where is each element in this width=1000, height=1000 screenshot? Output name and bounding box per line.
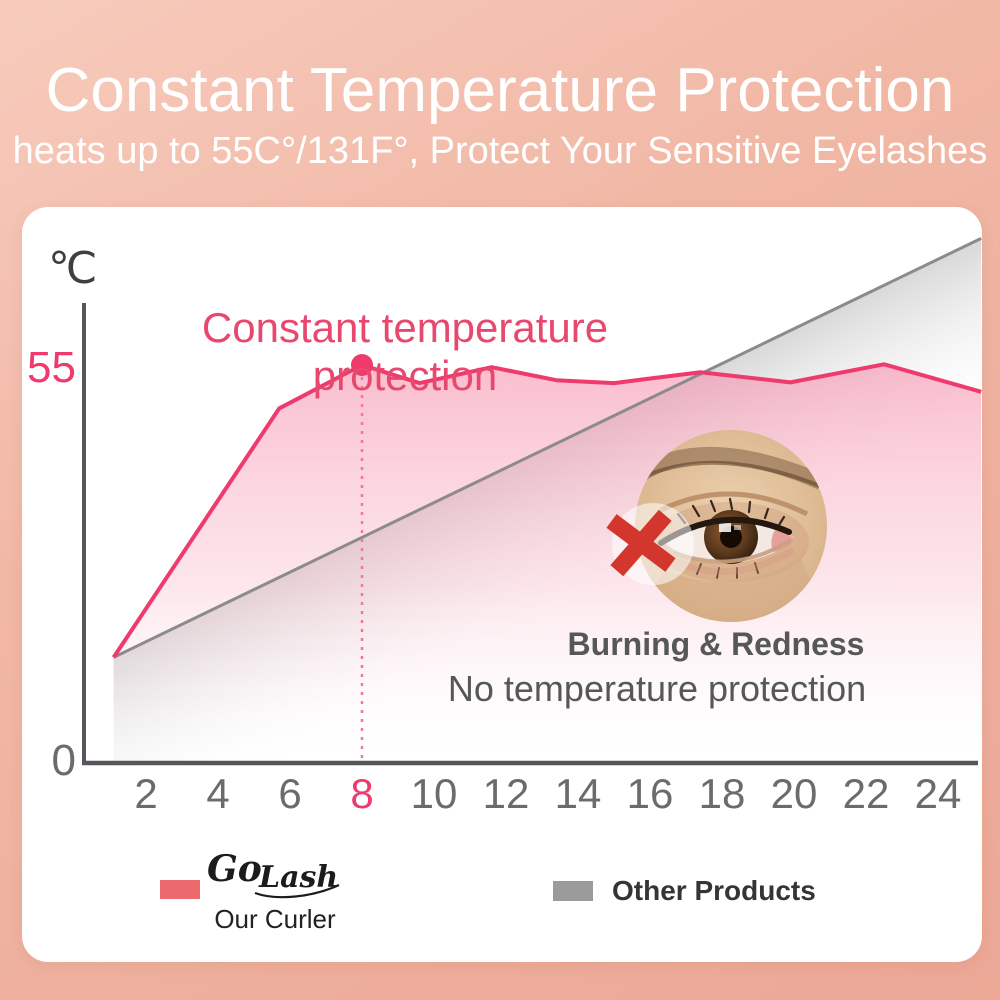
cross-mark-icon bbox=[606, 503, 694, 585]
brand-logo-lash: Lash bbox=[258, 860, 338, 895]
y-axis-label-0: 0 bbox=[51, 736, 76, 785]
caption-no-temperature-protection: No temperature protection bbox=[447, 668, 867, 709]
caption-burning-redness: Burning & Redness bbox=[567, 626, 865, 662]
legend-label-our-curler: Our Curler bbox=[214, 904, 336, 934]
brand-logo: Go Lash bbox=[205, 843, 345, 905]
legend-swatch-our-curler bbox=[160, 880, 200, 899]
legend-swatch-other-products bbox=[553, 881, 593, 901]
legend-label-other-products: Other Products bbox=[612, 875, 816, 906]
x-tick-8: 8 bbox=[350, 770, 374, 817]
page-subtitle: heats up to 55C°/131F°, Protect Your Sen… bbox=[12, 130, 988, 172]
y-axis-label-55: 55 bbox=[27, 343, 76, 392]
x-tick-16: 16 bbox=[626, 770, 674, 817]
y-axis-unit: ℃ bbox=[48, 244, 98, 293]
x-tick-14: 14 bbox=[554, 770, 602, 817]
x-tick-2: 2 bbox=[134, 770, 158, 817]
brand-logo-go: Go bbox=[207, 848, 262, 890]
x-tick-20: 20 bbox=[770, 770, 818, 817]
x-tick-12: 12 bbox=[482, 770, 530, 817]
x-tick-22: 22 bbox=[842, 770, 890, 817]
page-title: Constant Temperature Protection bbox=[45, 56, 955, 125]
x-tick-4: 4 bbox=[206, 770, 230, 817]
x-tick-6: 6 bbox=[278, 770, 302, 817]
annotation-constant-temp: Constant temperature protection bbox=[201, 304, 609, 399]
x-tick-18: 18 bbox=[698, 770, 746, 817]
x-tick-24: 24 bbox=[914, 770, 962, 817]
x-tick-10: 10 bbox=[410, 770, 458, 817]
